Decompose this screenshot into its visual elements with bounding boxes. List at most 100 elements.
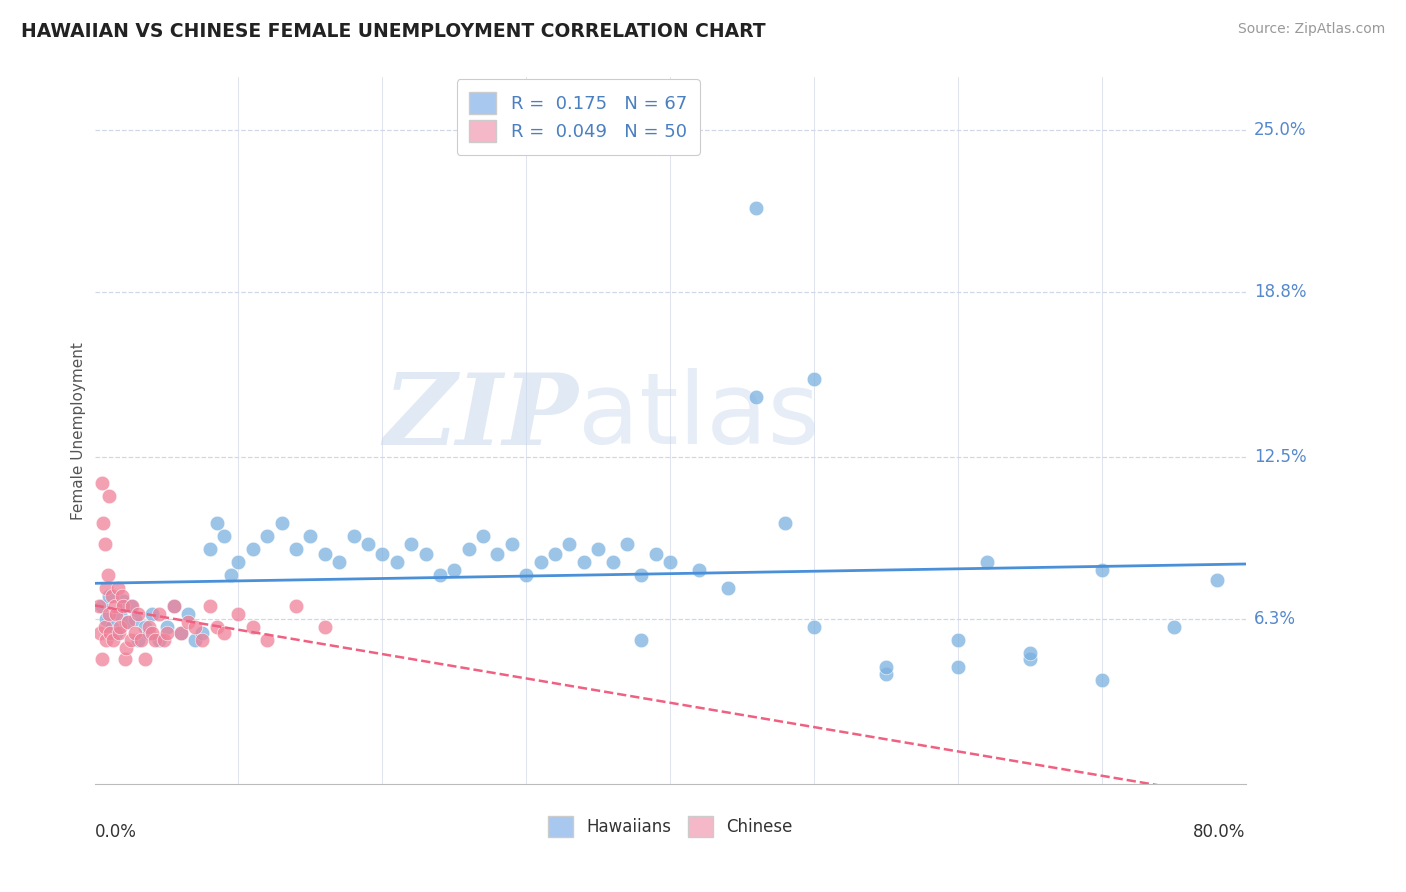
Point	[127, 633, 149, 648]
Point	[314, 547, 336, 561]
Text: 12.5%: 12.5%	[1254, 448, 1306, 467]
Point	[141, 607, 163, 622]
Point	[198, 599, 221, 614]
Point	[976, 555, 998, 569]
Legend: Hawaiians, Chinese: Hawaiians, Chinese	[541, 810, 799, 843]
Point	[219, 568, 242, 582]
Point	[803, 620, 825, 634]
Point	[558, 536, 581, 550]
Point	[659, 555, 682, 569]
Point	[457, 541, 479, 556]
Text: 18.8%: 18.8%	[1254, 283, 1306, 301]
Point	[101, 589, 124, 603]
Point	[124, 612, 146, 626]
Text: 6.3%: 6.3%	[1254, 610, 1296, 629]
Point	[328, 555, 350, 569]
Point	[630, 568, 652, 582]
Point	[429, 568, 451, 582]
Point	[97, 489, 120, 503]
Point	[104, 599, 127, 614]
Point	[155, 620, 177, 634]
Point	[97, 589, 120, 603]
Point	[228, 607, 250, 622]
Point	[472, 529, 495, 543]
Point	[152, 633, 174, 648]
Point	[97, 607, 120, 622]
Point	[385, 555, 408, 569]
Point	[105, 607, 128, 622]
Point	[94, 633, 117, 648]
Point	[111, 589, 134, 603]
Point	[91, 516, 114, 530]
Point	[170, 625, 193, 640]
Point	[112, 599, 135, 614]
Point	[101, 620, 124, 634]
Point	[270, 516, 292, 530]
Point	[134, 620, 156, 634]
Point	[342, 529, 364, 543]
Point	[110, 620, 132, 634]
Text: 80.0%: 80.0%	[1194, 823, 1246, 841]
Point	[586, 541, 609, 556]
Point	[1091, 563, 1114, 577]
Point	[946, 659, 969, 673]
Point	[256, 633, 278, 648]
Point	[212, 625, 235, 640]
Point	[107, 581, 129, 595]
Point	[94, 612, 117, 626]
Point	[117, 615, 139, 629]
Point	[602, 555, 624, 569]
Point	[745, 390, 768, 404]
Point	[371, 547, 394, 561]
Point	[285, 599, 308, 614]
Point	[112, 594, 135, 608]
Point	[572, 555, 595, 569]
Point	[120, 599, 142, 614]
Point	[314, 620, 336, 634]
Point	[155, 625, 177, 640]
Point	[163, 599, 186, 614]
Point	[630, 633, 652, 648]
Point	[121, 599, 143, 614]
Point	[134, 651, 156, 665]
Point	[90, 476, 112, 491]
Point	[415, 547, 437, 561]
Point	[875, 659, 897, 673]
Point	[114, 651, 136, 665]
Point	[124, 625, 146, 640]
Point	[875, 667, 897, 681]
Point	[745, 202, 768, 216]
Point	[256, 529, 278, 543]
Point	[148, 633, 170, 648]
Point	[644, 547, 666, 561]
Point	[115, 641, 138, 656]
Point	[143, 633, 166, 648]
Point	[191, 625, 214, 640]
Point	[242, 541, 264, 556]
Point	[87, 599, 110, 614]
Point	[94, 581, 117, 595]
Point	[170, 625, 193, 640]
Point	[184, 633, 207, 648]
Point	[1163, 620, 1185, 634]
Point	[530, 555, 553, 569]
Point	[205, 516, 228, 530]
Point	[184, 620, 207, 634]
Text: 0.0%: 0.0%	[94, 823, 136, 841]
Text: HAWAIIAN VS CHINESE FEMALE UNEMPLOYMENT CORRELATION CHART: HAWAIIAN VS CHINESE FEMALE UNEMPLOYMENT …	[21, 22, 766, 41]
Point	[486, 547, 509, 561]
Point	[120, 633, 142, 648]
Text: ZIP: ZIP	[382, 368, 578, 465]
Point	[127, 607, 149, 622]
Point	[129, 633, 152, 648]
Point	[110, 607, 132, 622]
Point	[148, 607, 170, 622]
Point	[357, 536, 380, 550]
Point	[688, 563, 710, 577]
Point	[177, 607, 200, 622]
Point	[212, 529, 235, 543]
Point	[443, 563, 465, 577]
Point	[138, 620, 160, 634]
Point	[115, 615, 138, 629]
Text: 25.0%: 25.0%	[1254, 120, 1306, 139]
